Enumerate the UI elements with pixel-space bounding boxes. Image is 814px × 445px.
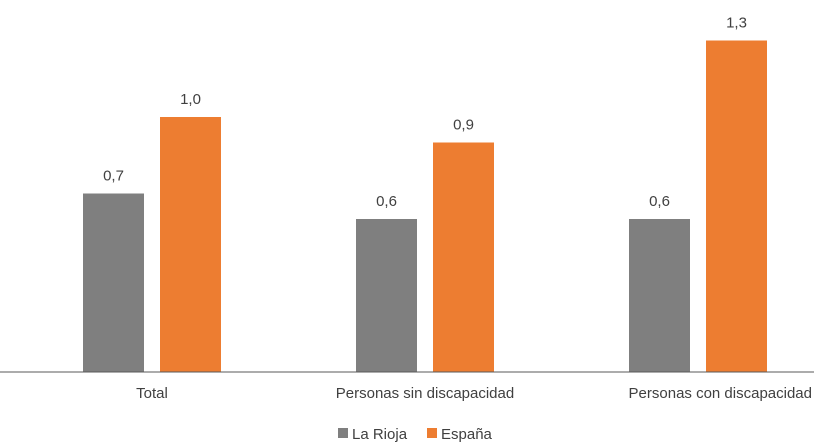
legend-swatch-espana <box>427 428 437 438</box>
bar-espana-0 <box>160 117 221 372</box>
value-labels-group: 0,7 0,6 0,6 1,0 0,9 1,3 <box>103 15 747 211</box>
bars-group <box>83 40 767 372</box>
category-labels-group: Total Personas sin discapacidad Personas… <box>136 385 812 402</box>
bar-espana-2 <box>706 40 767 372</box>
legend-swatch-la-rioja <box>338 428 348 438</box>
value-label-espana-1: 0,9 <box>453 117 474 134</box>
category-label-con-discapacidad: Personas con discapacidad <box>629 385 812 402</box>
category-label-total: Total <box>136 385 168 402</box>
value-label-la-rioja-0: 0,7 <box>103 168 124 185</box>
value-label-la-rioja-2: 0,6 <box>649 193 670 210</box>
value-label-la-rioja-1: 0,6 <box>376 193 397 210</box>
bar-la-rioja-0 <box>83 193 144 372</box>
category-label-sin-discapacidad: Personas sin discapacidad <box>336 385 514 402</box>
legend-label-la-rioja: La Rioja <box>352 426 408 443</box>
value-label-espana-2: 1,3 <box>726 15 747 32</box>
legend: La Rioja España <box>338 426 493 443</box>
bar-la-rioja-1 <box>356 219 417 372</box>
bar-espana-1 <box>433 142 494 372</box>
bar-la-rioja-2 <box>629 219 690 372</box>
legend-label-espana: España <box>441 426 493 443</box>
value-label-espana-0: 1,0 <box>180 91 201 108</box>
